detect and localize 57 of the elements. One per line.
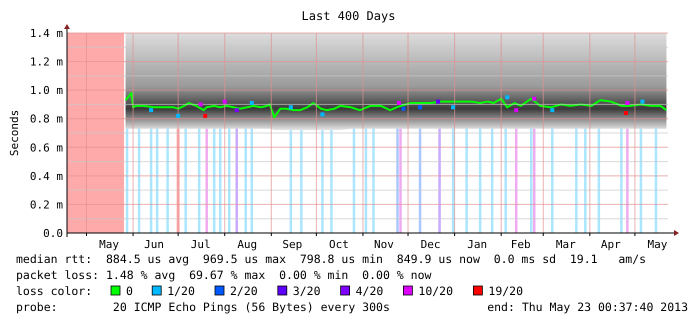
y-tick-label: 1.0 m — [30, 84, 64, 98]
x-tick-label: Nov — [374, 238, 394, 251]
x-tick-label: Jan — [467, 238, 488, 251]
point — [176, 114, 180, 118]
point — [198, 102, 203, 106]
legend-label: 3/20 — [292, 284, 321, 298]
y-tick-label: 0.2 m — [30, 198, 64, 212]
x-tick-label: May — [99, 238, 120, 251]
x-tick-label: Feb — [510, 238, 531, 251]
legend-label: 2/20 — [230, 284, 258, 298]
x-tick-label: Apr — [600, 238, 622, 251]
x-tick-label: Jul — [190, 238, 211, 251]
point — [451, 105, 456, 110]
x-tick-label: Aug — [237, 238, 258, 251]
point — [397, 101, 402, 105]
point — [514, 108, 518, 112]
point — [532, 96, 536, 101]
y-tick-label: 0.8 m — [30, 112, 64, 126]
legend-label: 0 — [126, 284, 133, 298]
y-tick-label: 0.4 m — [30, 170, 64, 183]
y-tick-label: 1.4 m — [30, 27, 64, 40]
point — [625, 101, 630, 105]
point — [250, 101, 254, 105]
x-tick-label: Jun — [144, 238, 164, 251]
x-tick-label: Mar — [556, 238, 576, 251]
text: packet loss: 1.48 % avg 69.67 % max 0.00 % min 0.00 % now — [16, 268, 432, 282]
point — [640, 100, 644, 104]
point — [234, 108, 239, 112]
point — [550, 108, 554, 112]
legend-label: 19/20 — [488, 284, 524, 298]
legend-title: loss color: — [16, 284, 92, 298]
y-tick-label: 1.2 m — [30, 56, 64, 69]
y-axis-title: Seconds — [8, 110, 21, 156]
x-tick-label: Sep — [282, 238, 302, 251]
point — [222, 100, 227, 104]
text: median rtt: 884.5 us avg 969.5 us max 798.8 us min 849.9 us now 0.0 ms sd 19.1 am/s — [16, 252, 646, 266]
legend-label: 10/20 — [418, 284, 454, 298]
point — [624, 111, 628, 115]
point — [149, 108, 154, 112]
x-tick-label: Oct — [328, 238, 349, 251]
text: end: Thu May 23 00:37:40 2013 — [487, 300, 688, 314]
point — [505, 95, 510, 100]
legend-label: 4/20 — [356, 284, 384, 298]
x-tick-label: May — [648, 238, 668, 251]
y-tick-label: 0.0 — [43, 227, 63, 240]
point — [402, 106, 406, 111]
x-tick-label: Dec — [420, 238, 441, 251]
chart-title: Last 400 Days — [302, 9, 396, 23]
text: probe: 20 ICMP Echo Pings (56 Bytes) every 300s — [16, 300, 390, 314]
legend-label: 1/20 — [167, 284, 195, 298]
point — [436, 100, 440, 104]
y-tick-label: 0.6 m — [30, 141, 64, 154]
point — [203, 114, 208, 118]
line-series — [124, 92, 668, 118]
point — [320, 112, 324, 116]
point — [288, 105, 293, 110]
point — [418, 105, 422, 110]
